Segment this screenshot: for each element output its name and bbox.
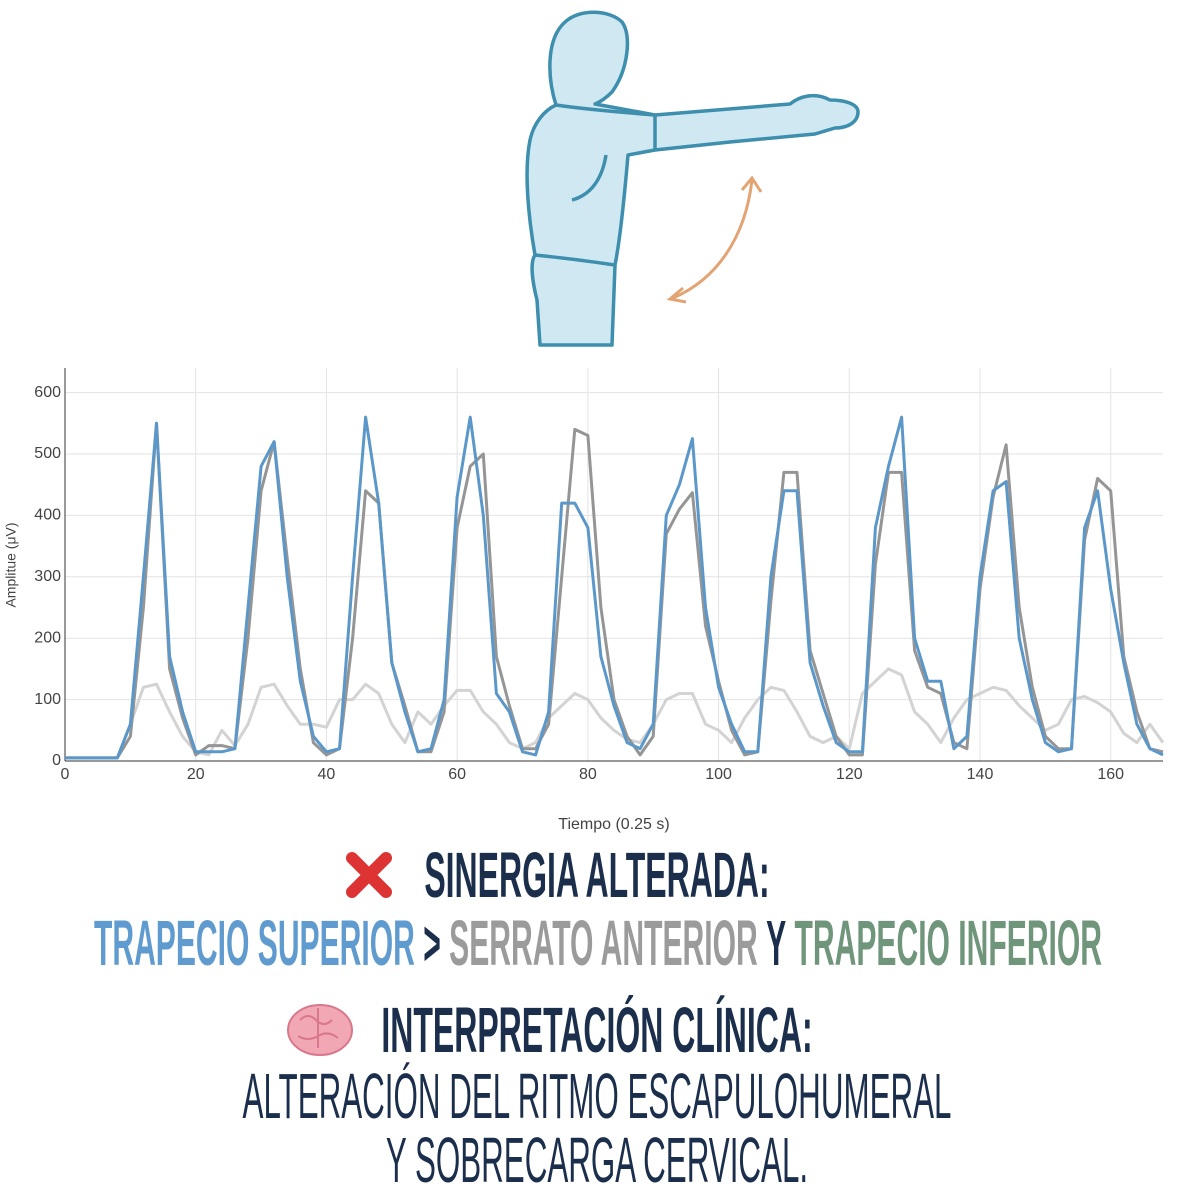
plot: 0 100 200 300 400 500 600 0 20 40 60 80 100 120 140 160 — [34, 368, 1165, 783]
y-tick-label: 600 — [34, 384, 61, 401]
clinical-title: INTERPRETACIÓN CLÍNICA: — [381, 994, 812, 1066]
arrow-head — [666, 286, 687, 304]
y-tick-label: 300 — [34, 568, 61, 585]
x-tick-label: 120 — [836, 766, 863, 783]
x-tick-label: 80 — [579, 766, 597, 783]
muscle: TRAPECIO INFERIOR — [795, 907, 1102, 979]
y-tick-label: 200 — [34, 629, 61, 646]
synergy-title: SINERGIA ALTERADA: — [424, 839, 769, 911]
y-axis-label: Amplitue (μV) — [3, 522, 19, 607]
brain-icon — [287, 1004, 353, 1056]
conjunction: Y — [766, 907, 786, 979]
x-tick-label: 140 — [967, 766, 994, 783]
x-tick-label: 40 — [318, 766, 336, 783]
arrow-head — [740, 175, 763, 193]
y-tick-label: 0 — [52, 752, 61, 769]
figure — [525, 10, 860, 347]
synergy-line: TRAPECIO SUPERIOR > SERRATO ANTERIOR Y T… — [94, 907, 1102, 979]
comparator: > — [423, 907, 441, 979]
cross-icon — [346, 852, 392, 898]
x-tick-label: 60 — [448, 766, 466, 783]
clinical-line: Y SOBRECARGA CERVICAL. — [386, 1124, 808, 1196]
x-tick-label: 20 — [187, 766, 205, 783]
muscle: SERRATO ANTERIOR — [449, 907, 758, 979]
y-tick-label: 500 — [34, 445, 61, 462]
y-tick-label: 400 — [34, 507, 61, 524]
muscle: TRAPECIO SUPERIOR — [94, 907, 415, 979]
x-tick-label: 0 — [61, 766, 70, 783]
x-axis-label: Tiempo (0.25 s) — [558, 816, 669, 833]
y-tick-label: 100 — [34, 691, 61, 708]
series-line — [65, 415, 1164, 760]
motion-arrow — [672, 179, 754, 300]
x-tick-label: 100 — [705, 766, 732, 783]
series-line — [65, 667, 1165, 760]
clinical-line: ALTERACIÓN DEL RITMO ESCAPULOHUMERAL — [243, 1060, 952, 1132]
x-tick-label: 160 — [1097, 766, 1124, 783]
